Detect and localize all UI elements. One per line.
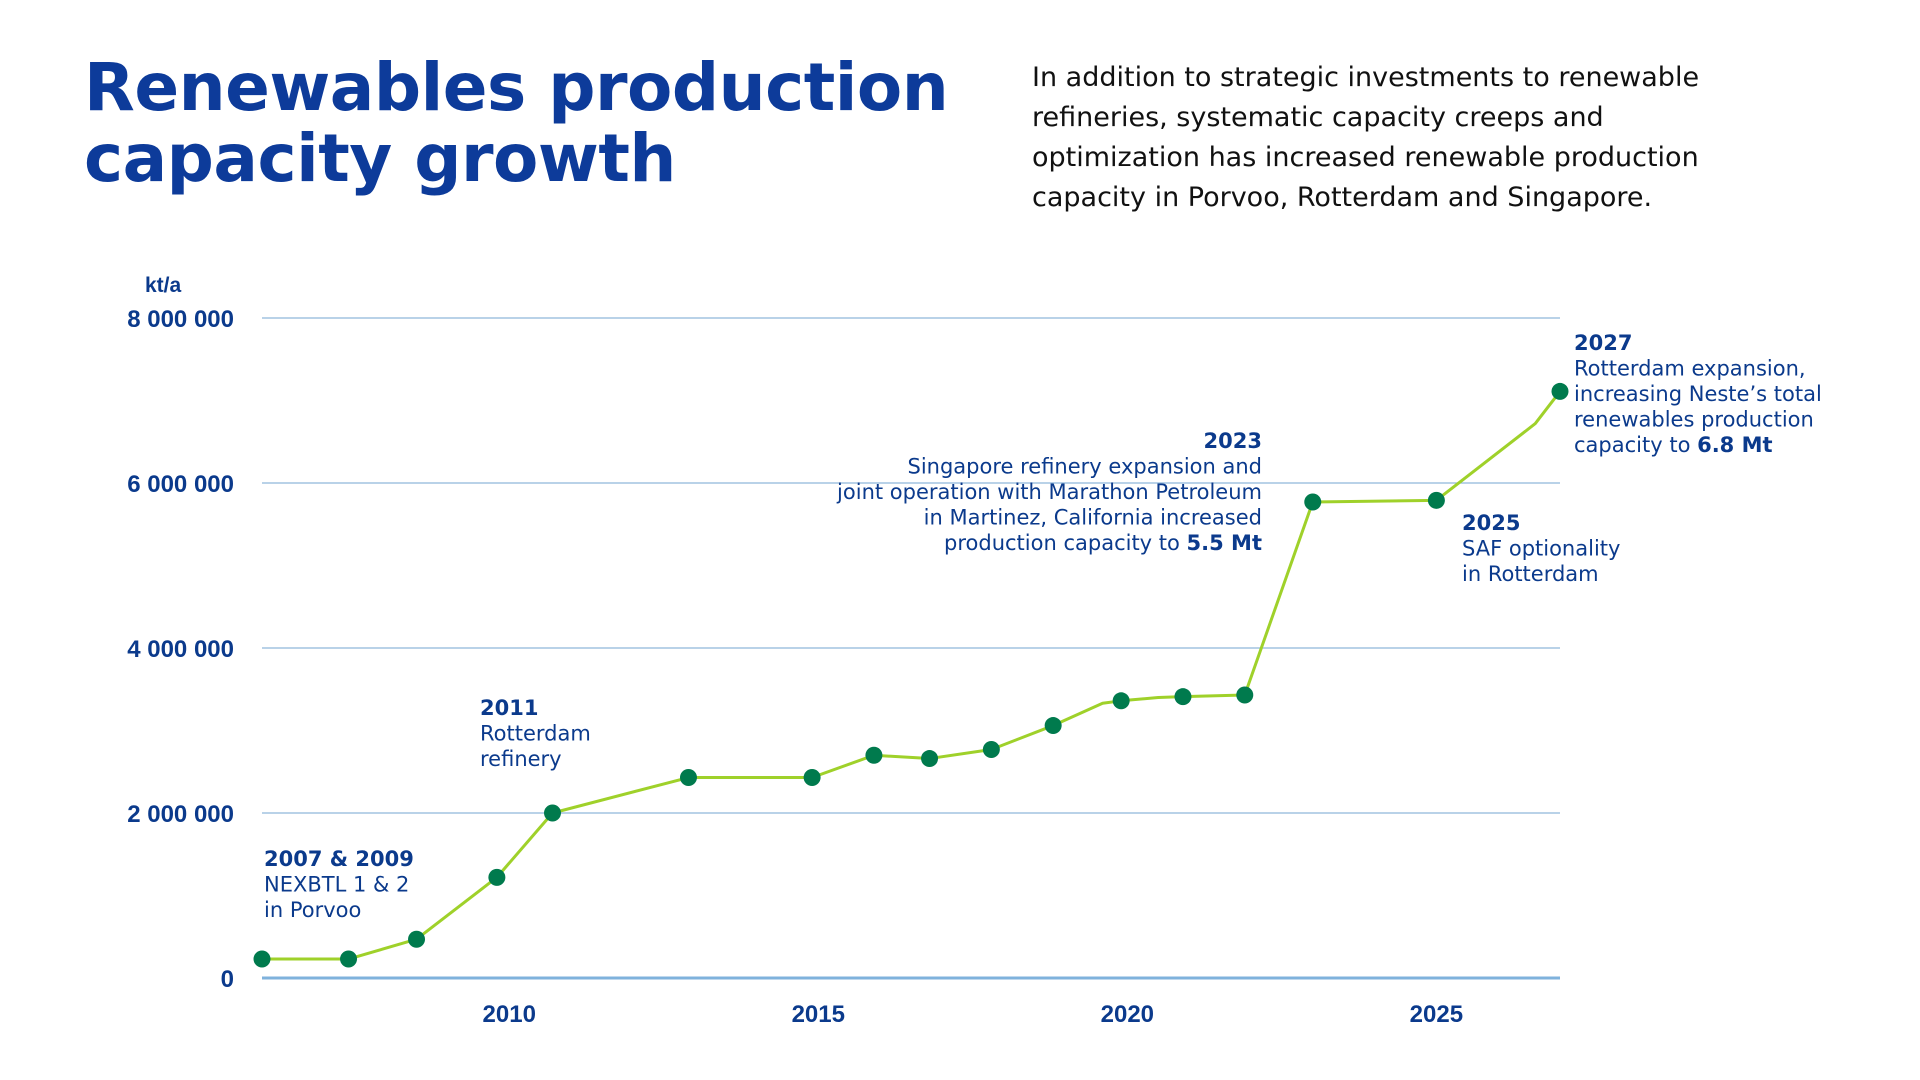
annotation-line: NEXBTL 1 & 2 (264, 873, 409, 897)
annotation-text: refinery (480, 747, 562, 771)
data-point-1 (340, 950, 358, 968)
data-point-12 (1112, 692, 1130, 710)
annotation-text: production capacity to (944, 531, 1187, 555)
description-line-2: refineries, systematic capacity creeps a… (1032, 102, 1604, 133)
description-line-1: In addition to strategic investments to … (1032, 62, 1700, 93)
description-line-3: optimization has increased renewable pro… (1032, 142, 1699, 173)
annotation-text: joint operation with Marathon Petroleum (836, 480, 1262, 504)
data-point-5 (679, 769, 697, 787)
data-point-16 (1304, 493, 1322, 511)
page-title-line-2: capacity growth (84, 120, 676, 197)
annotation-line: in Rotterdam (1462, 562, 1599, 586)
annotation-year: 2023 (1204, 429, 1262, 453)
annotation-text: renewables production (1574, 408, 1814, 432)
data-point-10 (1044, 717, 1062, 735)
data-point-15 (1236, 686, 1254, 704)
x-tick-label-2: 2020 (1101, 1001, 1154, 1028)
annotation-highlight: 5.5 Mt (1187, 531, 1262, 555)
annotation-line: in Martinez, California increased (924, 506, 1262, 530)
annotation-year: 2027 (1574, 331, 1632, 355)
data-point-7 (865, 746, 883, 764)
data-point-8 (921, 750, 939, 768)
grid-layer (262, 317, 1560, 980)
description-line-4: capacity in Porvoo, Rotterdam and Singap… (1032, 182, 1653, 213)
annotation-text: capacity to (1574, 433, 1697, 457)
y-tick-label-3: 6 000 000 (127, 471, 234, 498)
annotation-line: Rotterdam (480, 722, 591, 746)
page-title-line-1: Renewables production (84, 49, 949, 126)
data-point-9 (982, 740, 1000, 758)
annotation-text: Rotterdam expansion, (1574, 357, 1806, 381)
description: In addition to strategic investments to … (1032, 58, 1892, 218)
data-point-6 (803, 769, 821, 787)
annotation-text: in Martinez, California increased (924, 506, 1262, 530)
x-tick-label-0: 2010 (483, 1001, 536, 1028)
y-tick-label-0: 0 (221, 966, 234, 993)
annotation-line: joint operation with Marathon Petroleum (836, 480, 1262, 504)
series-line (262, 390, 1562, 961)
annotation-highlight: 6.8 Mt (1697, 433, 1772, 457)
annotation-text: increasing Neste’s total (1574, 382, 1822, 406)
annotation-line: Singapore refinery expansion and (907, 455, 1262, 479)
annotation-text: Rotterdam (480, 722, 591, 746)
data-point-4 (544, 804, 562, 822)
data-point-0 (253, 950, 271, 968)
annotation-line: SAF optionality (1462, 537, 1620, 561)
annotation-line: renewables production (1574, 408, 1814, 432)
data-point-2 (408, 930, 426, 948)
annotation-line: production capacity to 5.5 Mt (944, 531, 1262, 555)
annotation-text: NEXBTL 1 & 2 (264, 873, 409, 897)
data-point-14 (1174, 688, 1192, 706)
annotation-text: SAF optionality (1462, 537, 1620, 561)
y-axis-unit-label: kt/a (145, 274, 182, 297)
data-point-17 (1427, 491, 1445, 509)
x-tick-label-1: 2015 (792, 1001, 845, 1028)
page-title: Renewables production capacity growth (84, 49, 949, 197)
y-tick-label-1: 2 000 000 (127, 801, 234, 828)
annotation-text: in Porvoo (264, 898, 361, 922)
annotation-text: Singapore refinery expansion and (907, 455, 1262, 479)
annotation-line: refinery (480, 747, 562, 771)
x-axis: 2010 2015 2020 2025 (483, 1001, 1464, 1028)
y-axis: 0 2 000 000 4 000 000 6 000 000 8 000 000 (127, 306, 234, 993)
annotation-line: in Porvoo (264, 898, 361, 922)
annotation-line: capacity to 6.8 Mt (1574, 433, 1773, 457)
annotation-text: in Rotterdam (1462, 562, 1599, 586)
data-point-19 (1551, 382, 1569, 400)
y-tick-label-2: 4 000 000 (127, 636, 234, 663)
y-tick-label-4: 8 000 000 (127, 306, 234, 333)
data-point-3 (488, 868, 506, 886)
marker-layer (253, 382, 1569, 968)
x-tick-label-3: 2025 (1410, 1001, 1463, 1028)
series-layer (262, 390, 1562, 961)
annotation-year: 2007 & 2009 (264, 847, 414, 871)
annotation-year: 2011 (480, 696, 538, 720)
annotation-line: increasing Neste’s total (1574, 382, 1822, 406)
annotation-line: Rotterdam expansion, (1574, 357, 1806, 381)
annotation-year: 2025 (1462, 511, 1520, 535)
